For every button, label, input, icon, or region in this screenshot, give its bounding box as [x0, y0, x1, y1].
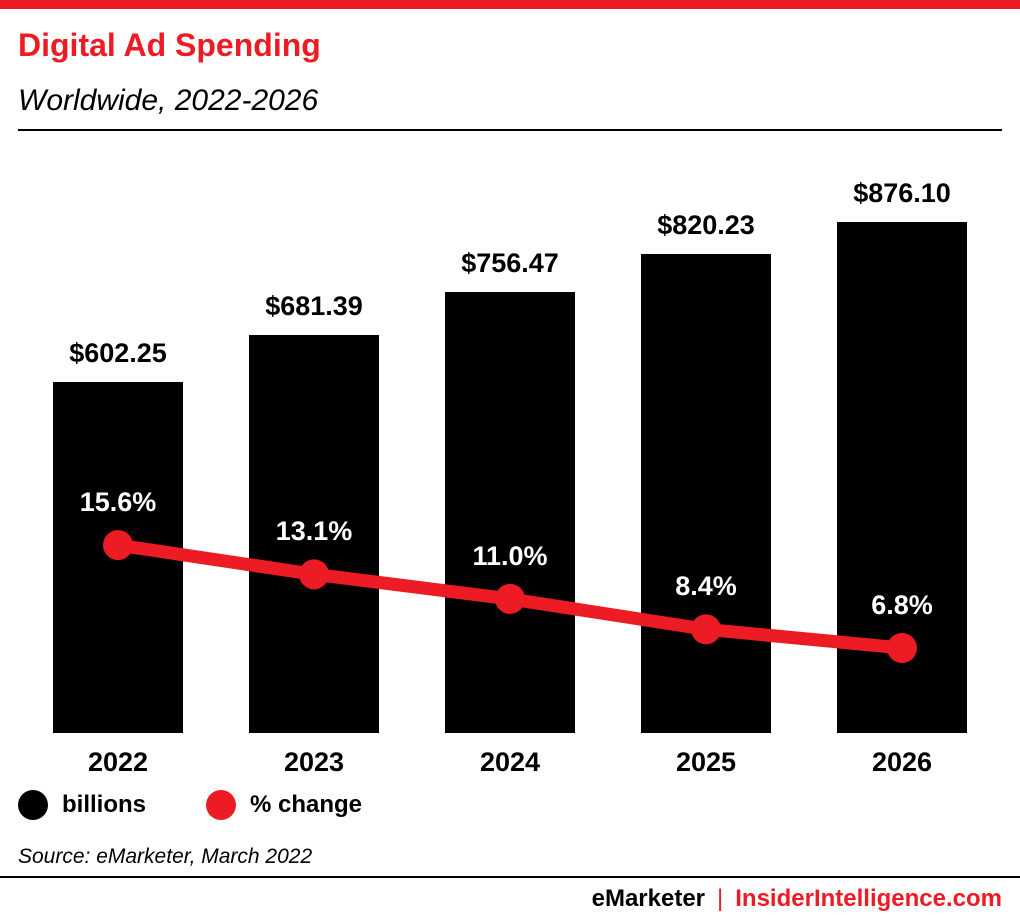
page-subtitle: Worldwide, 2022-2026 [18, 84, 319, 117]
bar-value-label-2026: $876.10 [853, 178, 951, 208]
header-divider [18, 129, 1002, 131]
pct-change-label-2022: 15.6% [79, 487, 157, 518]
legend-label-pct-change: % change [250, 791, 363, 818]
x-axis-label-2023: 2023 [283, 747, 345, 777]
pct-change-label-2026: 6.8% [871, 590, 933, 621]
pct-change-label-2023: 13.1% [275, 516, 353, 547]
pct-change-point-2024 [495, 583, 525, 614]
pct-change-point-2025 [691, 614, 721, 645]
top-accent-bar [0, 0, 1020, 9]
bar-value-label-2023: $681.39 [265, 291, 363, 321]
bar-value-label-2025: $820.23 [657, 210, 755, 240]
x-axis-label-2022: 2022 [87, 747, 149, 777]
legend-item-pct-change: % change [206, 790, 362, 820]
pct-change-label-2024: 11.0% [472, 540, 548, 571]
bar-value-label-2022: $602.25 [69, 338, 167, 368]
pct-change-point-2023 [299, 559, 329, 590]
bar-2024 [445, 292, 575, 733]
bar-2025 [641, 254, 771, 733]
pct-change-point-2026 [887, 633, 917, 664]
x-axis-label-2026: 2026 [871, 747, 933, 777]
footer-divider [0, 876, 1020, 878]
billions-dot-icon [18, 790, 48, 820]
legend-label-billions: billions [62, 791, 146, 818]
pct-change-line [103, 530, 917, 664]
brand-insider-intelligence: InsiderIntelligence.com [735, 885, 1002, 912]
brand-emarketer: eMarketer [591, 885, 706, 912]
x-axis-label-2025: 2025 [675, 747, 737, 777]
footer-separator: | [717, 885, 724, 912]
bar-2023 [249, 335, 379, 733]
legend-item-billions: billions [18, 790, 146, 820]
source-note: Source: eMarketer, March 2022 [18, 845, 313, 868]
pct-change-label-2025: 8.4% [675, 571, 737, 602]
footer-brands: eMarketer | InsiderIntelligence.com [592, 885, 1002, 913]
page-title: Digital Ad Spending [18, 27, 321, 63]
x-axis-label-2024: 2024 [479, 747, 541, 777]
bar-value-label-2024: $756.47 [461, 248, 559, 278]
pct-change-point-2022 [103, 530, 133, 561]
bar-line-chart: $602.25 2022 15.6% $681.39 2023 13.1% $756.47 2… [0, 155, 1020, 780]
legend: billions % change [18, 790, 362, 820]
pct-change-dot-icon [206, 790, 236, 820]
